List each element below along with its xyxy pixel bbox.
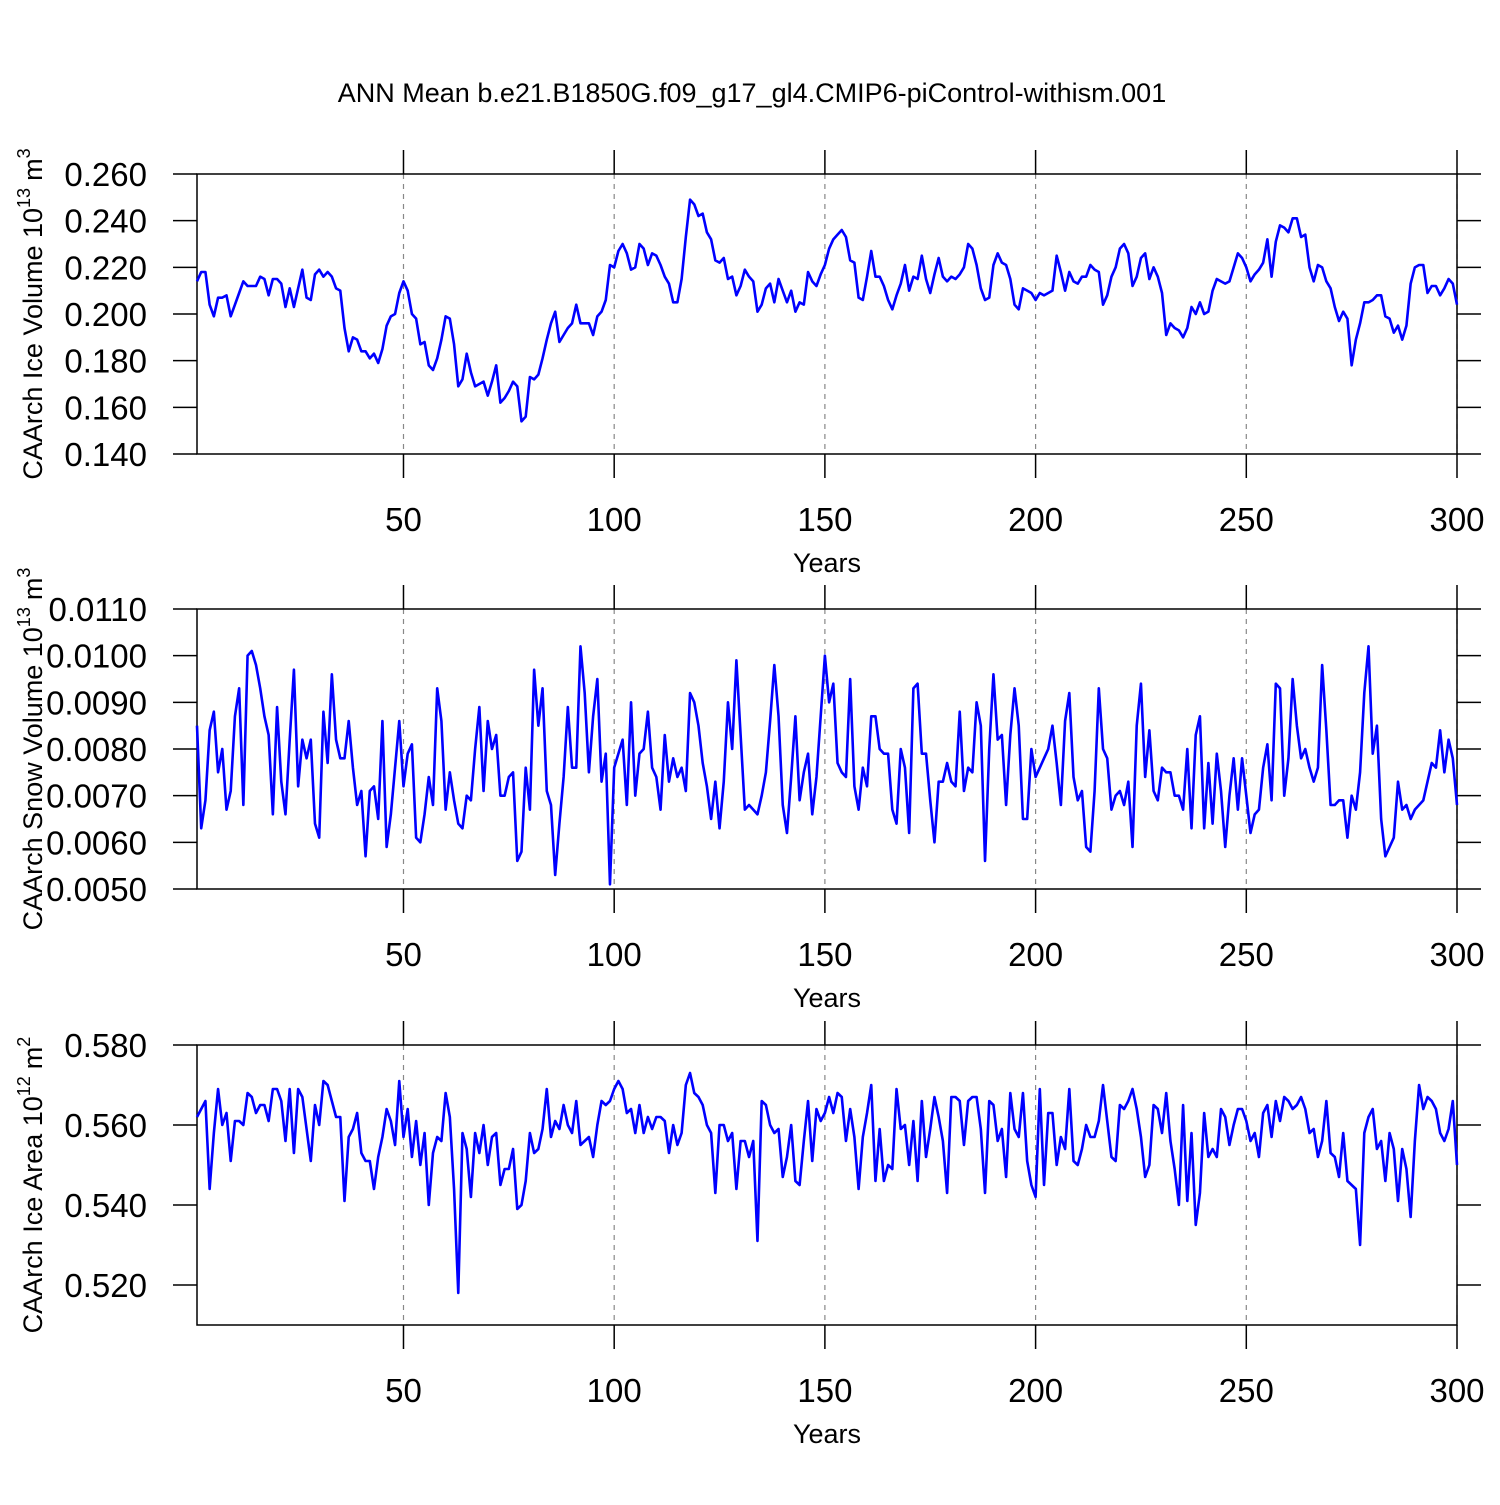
x-tick-label: 250 — [1219, 1372, 1274, 1409]
x-axis-label: Years — [793, 548, 861, 578]
y-tick-label: 0.0070 — [46, 778, 147, 815]
y-label-exp: 13 — [14, 188, 34, 208]
y-tick-label: 0.0090 — [46, 684, 147, 721]
y-tick-label: 0.0100 — [46, 638, 147, 675]
x-tick-label: 300 — [1429, 936, 1484, 973]
y-label-unit-exp: 2 — [14, 1037, 34, 1047]
y-label-text: CAArch Ice Area 10 — [18, 1096, 48, 1333]
y-label-unit-exp: 3 — [14, 568, 34, 578]
y-tick-label: 0.180 — [64, 343, 147, 380]
data-line — [195, 198, 1459, 423]
x-tick-label: 100 — [587, 1372, 642, 1409]
x-tick-label: 50 — [385, 936, 422, 973]
x-tick-label: 50 — [385, 501, 422, 538]
y-axis-label: CAArch Snow Volume 1013 m3 — [14, 568, 48, 931]
y-label-unit-exp: 3 — [14, 148, 34, 158]
x-tick-label: 100 — [587, 936, 642, 973]
y-tick-label: 0.160 — [64, 389, 147, 426]
data-line — [195, 1071, 1459, 1295]
y-label-text: CAArch Snow Volume 10 — [18, 627, 48, 930]
x-tick-label: 150 — [797, 1372, 852, 1409]
x-axis-label: Years — [793, 983, 861, 1013]
x-tick-label: 150 — [797, 501, 852, 538]
x-tick-label: 250 — [1219, 936, 1274, 973]
y-tick-label: 0.0080 — [46, 731, 147, 768]
y-tick-label: 0.200 — [64, 296, 147, 333]
y-tick-label: 0.220 — [64, 249, 147, 286]
y-tick-label: 0.0110 — [49, 591, 147, 628]
y-axis-label: CAArch Ice Area 1012 m2 — [14, 1037, 48, 1334]
x-tick-label: 150 — [797, 936, 852, 973]
y-label-unit: m — [18, 1047, 48, 1070]
plot-frame — [196, 173, 1458, 455]
y-tick-label: 0.560 — [64, 1107, 147, 1144]
y-tick-label: 0.0060 — [46, 824, 147, 861]
y-label-text: CAArch Ice Volume 10 — [18, 208, 48, 480]
x-tick-label: 200 — [1008, 501, 1063, 538]
y-tick-label: 0.580 — [64, 1027, 147, 1064]
x-tick-label: 250 — [1219, 501, 1274, 538]
x-tick-label: 300 — [1429, 1372, 1484, 1409]
x-tick-label: 50 — [385, 1372, 422, 1409]
y-tick-label: 0.540 — [64, 1187, 147, 1224]
y-axis-label: CAArch Ice Volume 1013 m3 — [14, 148, 48, 479]
y-label-unit: m — [18, 578, 48, 601]
y-tick-label: 0.0050 — [46, 871, 147, 908]
y-tick-label: 0.520 — [64, 1267, 147, 1304]
y-tick-label: 0.140 — [64, 436, 147, 473]
y-tick-label: 0.240 — [64, 203, 147, 240]
plot-frame — [196, 1044, 1458, 1326]
y-label-exp: 12 — [14, 1076, 34, 1096]
x-tick-label: 200 — [1008, 1372, 1063, 1409]
y-label-exp: 13 — [14, 607, 34, 627]
chart-title: ANN Mean b.e21.B1850G.f09_g17_gl4.CMIP6-… — [338, 78, 1166, 108]
y-label-unit: m — [18, 158, 48, 181]
x-tick-label: 200 — [1008, 936, 1063, 973]
y-tick-label: 0.260 — [64, 156, 147, 193]
data-line — [195, 645, 1459, 886]
x-tick-label: 100 — [587, 501, 642, 538]
x-axis-label: Years — [793, 1419, 861, 1449]
x-tick-label: 300 — [1429, 501, 1484, 538]
